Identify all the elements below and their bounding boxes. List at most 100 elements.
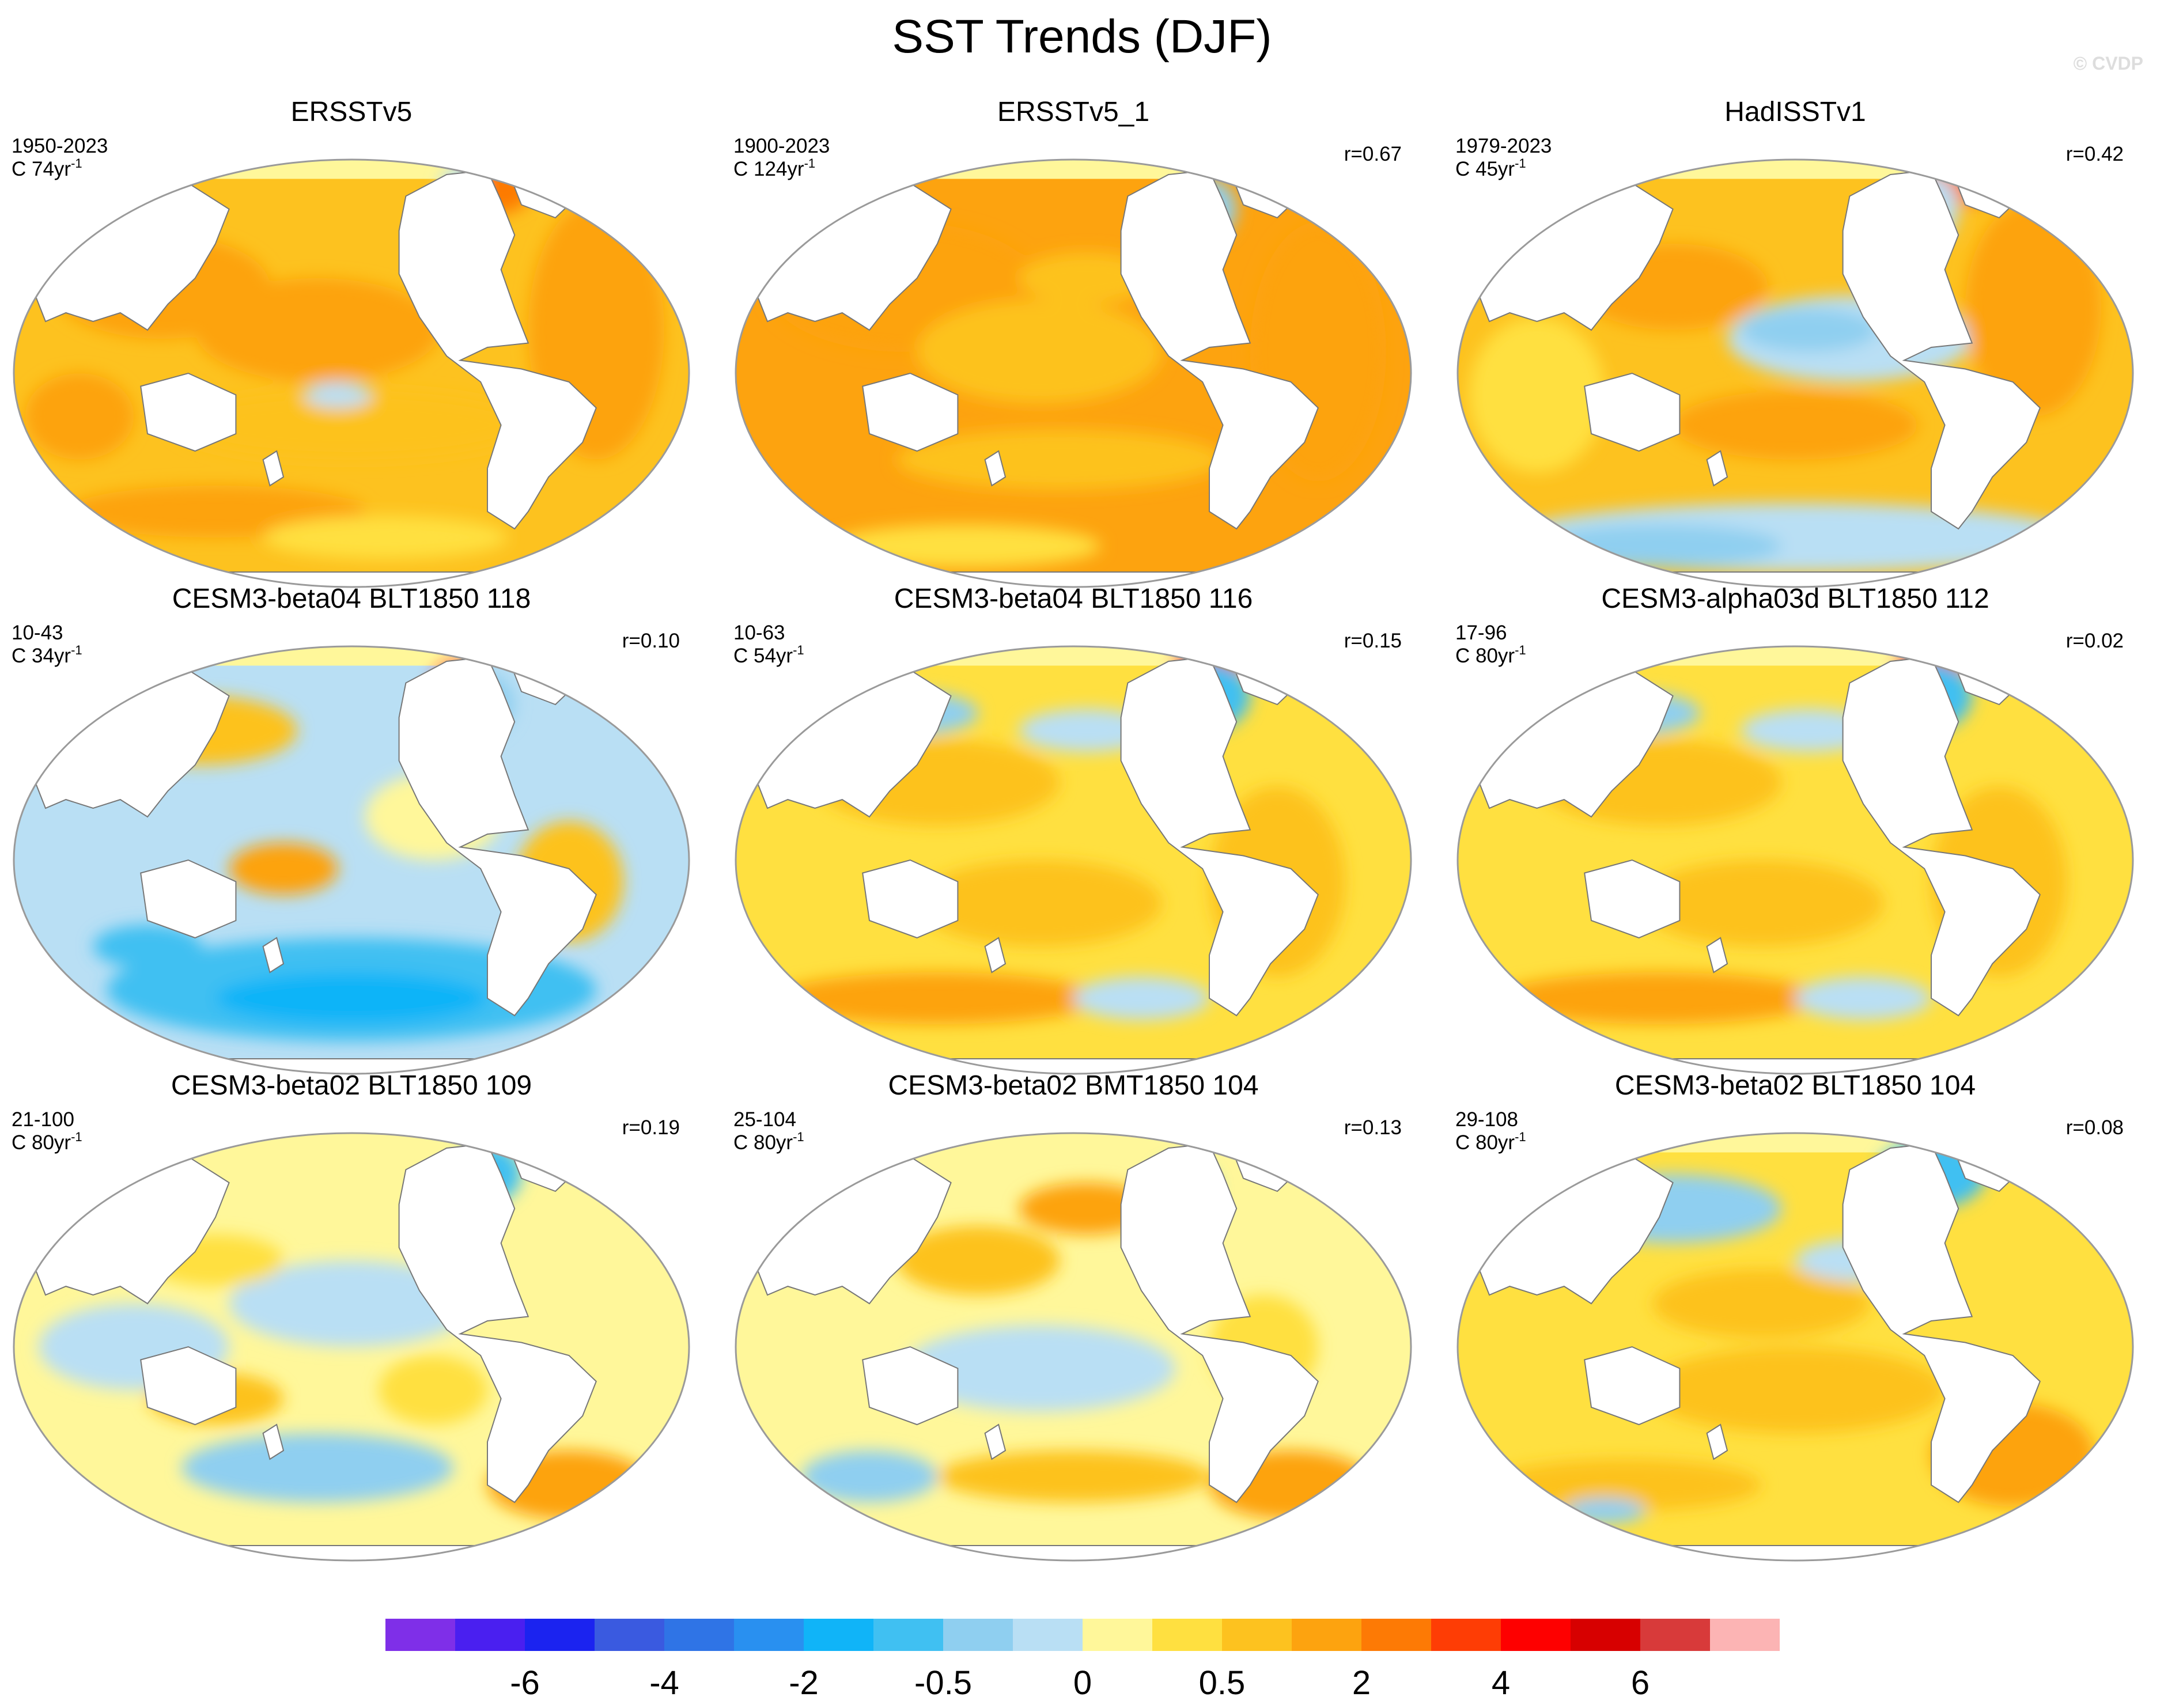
panel-units-exponent: -1 [1515,156,1526,171]
panel-units-exponent: -1 [71,1130,82,1144]
panel-correlation: r=0.02 [2065,630,2124,652]
continent-americas [1120,169,1319,530]
map-outline [13,645,690,1075]
map-panel: CESM3-beta02 BLT1850 109 21-100 C 80yr-1 r=… [0,1069,703,1562]
map-outline [735,645,1412,1075]
panel-units-text: C 80yr [1455,645,1515,667]
panel-period: 10-43 [12,622,63,644]
panel-units: C 54yr-1 [733,644,804,668]
colorbar-swatch [1013,1619,1083,1651]
map-outline [735,1132,1412,1562]
continent-australia [1584,859,1681,939]
panel-units: C 124yr-1 [733,157,815,181]
trend-region [195,278,440,382]
panel-correlation: r=0.15 [1344,630,1402,652]
arctic-band [1458,1133,2133,1153]
trend-region [937,1451,1209,1502]
trend-region [1639,860,1884,946]
panel-units-exponent: -1 [71,643,82,657]
trend-region [896,1226,1060,1295]
panel-units-exponent: -1 [793,643,804,657]
continent-australia [140,859,237,939]
trend-region [903,1325,1175,1412]
sst-field [736,1133,1411,1561]
continent-nz [1706,450,1728,487]
arctic-band [736,1133,1411,1153]
panel-units-text: C 54yr [733,645,793,667]
colorbar-tick-label: -2 [789,1664,819,1702]
panel-period: 1950-2023 [12,135,108,157]
panel-title: ERSSTv5 [290,97,413,127]
colorbar-swatch [595,1619,664,1651]
panel-units-text: C 80yr [1455,1131,1515,1154]
trend-region [828,524,1101,568]
panel-title: CESM3-beta02 BLT1850 104 [1614,1070,1976,1101]
panel-title: CESM3-alpha03d BLT1850 112 [1601,584,1989,614]
sst-trend-map [1456,1132,2134,1562]
panel-period: 21-100 [12,1108,74,1131]
arctic-band [14,1133,689,1153]
panel-units-text: C 34yr [12,645,71,667]
colorbar-swatch [1222,1619,1292,1651]
sst-trend-map [735,158,1412,588]
continent-americas [1120,1143,1319,1504]
trend-region [229,1260,474,1347]
continent-americas [1842,656,2041,1017]
trend-region [1469,317,1605,473]
sst-trend-map [13,158,690,588]
panel-period: 10-63 [733,622,785,644]
arctic-band [1458,646,2133,666]
trend-region [304,382,372,408]
trend-region [896,429,1223,490]
panel-units-text: C 45yr [1455,158,1515,180]
panel-units: C 80yr-1 [1455,644,1526,668]
panel-units-text: C 80yr [12,1131,71,1154]
map-outline [1456,1132,2134,1562]
sst-trend-map [735,1132,1412,1562]
trend-region [1795,976,1931,1020]
map-outline [1456,645,2134,1075]
panel-period: 25-104 [733,1108,796,1131]
continent-australia [140,372,237,452]
continent-nz [262,450,285,487]
trend-region [774,972,1101,1024]
continent-americas [398,656,597,1017]
figure-title: SST Trends (DJF) [892,10,1272,63]
panel-units-exponent: -1 [71,156,82,171]
colorbar-tick-label: -4 [649,1664,679,1702]
copyright-label: © CVDP [2073,53,2143,74]
colorbar-swatch [1501,1619,1571,1651]
map-panel: ERSSTv5 1950-2023 C 74yr-1 [0,95,703,588]
map-panel: CESM3-beta04 BLT1850 116 10-63 C 54yr-1 r=0… [722,582,1425,1075]
colorbar-swatch [1292,1619,1361,1651]
colorbar-tick-label: 6 [1631,1664,1650,1702]
continent-americas [1842,169,2041,530]
continent-nz [1706,937,1728,974]
trend-region [93,925,202,968]
continent-americas [398,169,597,530]
colorbar-swatch [1571,1619,1640,1651]
continent-australia [862,372,959,452]
continent-nz [984,450,1007,487]
trend-region [1645,1347,1945,1433]
continent-australia [1584,372,1681,452]
arctic-band [736,646,1411,666]
map-outline [13,1132,690,1562]
continent-australia [862,859,959,939]
colorbar-swatch [385,1619,455,1651]
sst-trend-map [13,1132,690,1562]
trend-region [1564,1498,1646,1524]
panel-units-exponent: -1 [793,1130,804,1144]
panel-correlation: r=0.67 [1344,143,1402,165]
continent-americas [398,1143,597,1504]
colorbar-swatch [873,1619,943,1651]
trend-region [1537,524,1782,568]
trend-region [215,972,487,1024]
trend-region [263,516,508,559]
trend-region [229,843,338,895]
trend-region [917,860,1162,946]
colorbar-swatch [1710,1619,1780,1651]
panel-title: CESM3-beta04 BLT1850 116 [894,584,1253,614]
sst-field [736,160,1411,587]
colorbar-swatch [734,1619,804,1651]
